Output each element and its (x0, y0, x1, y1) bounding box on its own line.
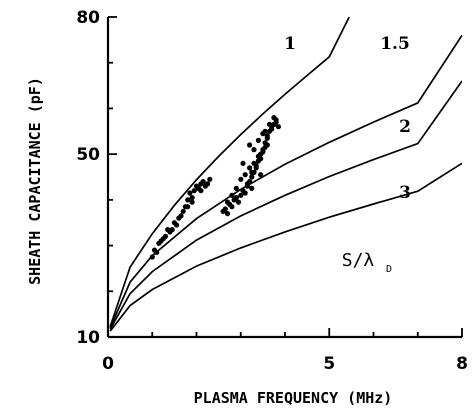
curves (109, 17, 462, 332)
data-point (238, 176, 244, 182)
data-point (262, 144, 268, 150)
series-line-2 (109, 80, 462, 330)
data-point (180, 208, 186, 214)
data-point (229, 204, 235, 210)
axes: 10 50 80 0 5 8 (76, 8, 468, 374)
data-point (224, 211, 231, 217)
x-tick-label: 0 (102, 354, 114, 374)
data-point (189, 195, 195, 201)
data-point (198, 188, 204, 194)
data-point (271, 115, 277, 121)
data-point (240, 160, 246, 166)
data-point (233, 195, 239, 201)
data-point (169, 227, 175, 233)
series-line-3 (109, 162, 462, 332)
series-label-2: 2 (399, 117, 411, 137)
series-label-1: 1 (284, 34, 296, 54)
data-point (264, 135, 270, 141)
data-point (187, 190, 193, 196)
data-point (185, 204, 191, 210)
data-point (185, 197, 191, 203)
data-point (255, 137, 261, 143)
data-point (251, 147, 257, 153)
data-point (242, 172, 248, 178)
data-point (249, 174, 255, 180)
data-point (269, 126, 275, 132)
data-point (260, 149, 266, 155)
annotation-label: S/λ (342, 250, 375, 271)
data-point (222, 206, 228, 212)
data-point (238, 192, 244, 198)
y-tick-label: 10 (76, 328, 100, 348)
data-point (160, 236, 166, 242)
y-tick-label: 80 (76, 8, 100, 28)
data-point (200, 179, 206, 185)
series-label-1.5: 1.5 (380, 34, 410, 54)
data-point (266, 121, 273, 127)
data-point (235, 199, 242, 205)
x-tick-label: 8 (456, 354, 468, 374)
y-axis-title: SHEATH CAPACITANCE (pF) (26, 77, 44, 285)
series-line-1.5 (109, 34, 462, 329)
data-point (253, 163, 259, 169)
data-point (207, 176, 213, 182)
data-point (224, 199, 231, 205)
data-point (244, 181, 250, 187)
data-point (275, 124, 281, 130)
data-point (205, 181, 211, 187)
data-point (149, 254, 155, 260)
data-point (247, 165, 253, 171)
annotation-subscript: D (386, 264, 392, 275)
data-point (262, 128, 268, 134)
data-point (249, 169, 255, 175)
data-point (258, 156, 264, 162)
x-axis-title: PLASMA FREQUENCY (MHz) (194, 389, 393, 407)
data-point (229, 192, 235, 198)
data-point (178, 213, 184, 219)
series-label-3: 3 (399, 183, 411, 203)
series-line-1 (109, 17, 350, 327)
data-point (258, 172, 264, 178)
data-point (242, 190, 248, 196)
data-point (191, 188, 197, 194)
data-point (154, 249, 160, 255)
y-tick-label: 50 (76, 145, 100, 165)
data-point (174, 222, 180, 228)
labels: PLASMA FREQUENCY (MHz) SHEATH CAPACITANCE… (26, 34, 411, 407)
data-point (189, 199, 195, 205)
data-point (233, 185, 239, 191)
data-point (249, 185, 255, 191)
data-point (247, 142, 253, 148)
x-tick-label: 5 (323, 354, 335, 374)
scatter-points (149, 115, 281, 260)
